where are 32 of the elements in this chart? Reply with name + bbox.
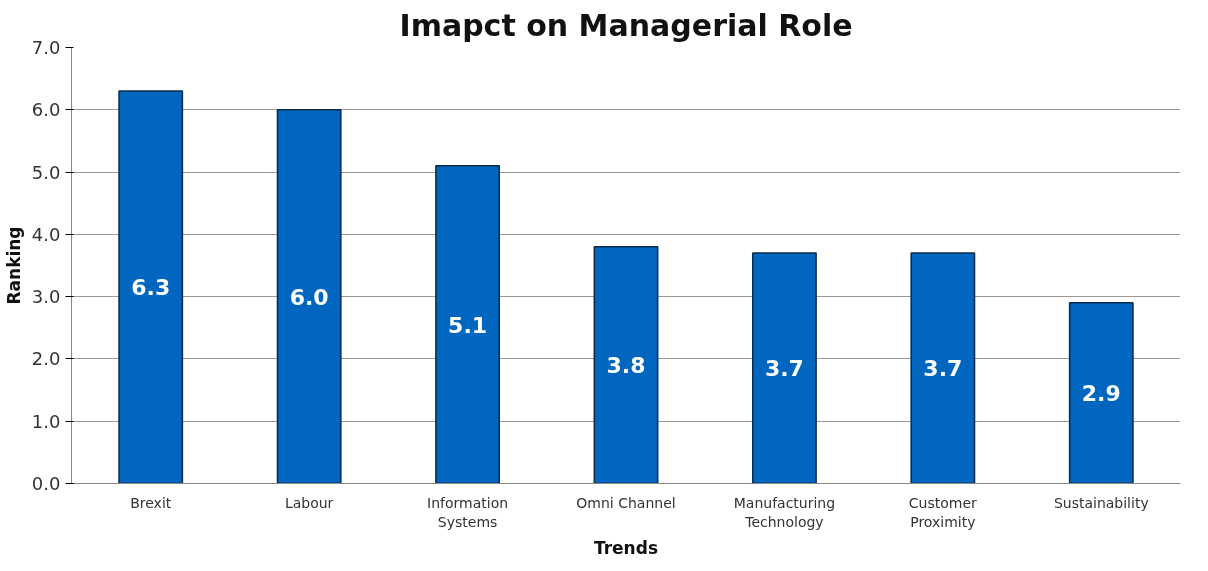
- x-tick-label: Manufacturing Technology: [733, 494, 836, 530]
- x-tick-label: Brexit: [130, 494, 172, 511]
- y-tick-label: 7.0: [31, 37, 61, 58]
- data-label: 2.9: [1081, 381, 1121, 407]
- y-tick-label: 1.0: [31, 410, 61, 432]
- data-label: 5.1: [448, 312, 488, 338]
- x-tick-label: Omni Channel: [576, 494, 676, 511]
- data-label: 3.8: [606, 353, 646, 379]
- bar: [276, 109, 342, 484]
- bar: [751, 252, 817, 484]
- y-tick-label: 2.0: [31, 348, 61, 370]
- bar: [593, 246, 659, 484]
- y-tick-label: 5.0: [31, 161, 61, 183]
- y-tick-label: 3.0: [31, 286, 61, 308]
- x-tick-label: Sustainability: [1053, 494, 1149, 511]
- y-tick-label: 4.0: [31, 223, 61, 245]
- bar: [1068, 302, 1134, 484]
- bar: [910, 252, 976, 484]
- data-label: 3.7: [764, 356, 804, 382]
- bar: [435, 165, 501, 484]
- y-tick-label: 6.0: [31, 99, 61, 121]
- chart-title: Imapct on Managerial Role: [399, 7, 853, 43]
- x-tick-label: Labour: [284, 494, 334, 511]
- x-axis-title: Trends: [593, 537, 659, 558]
- bar: [118, 90, 184, 484]
- y-axis-title: Ranking: [3, 226, 24, 305]
- y-tick-label: 0.0: [31, 473, 61, 494]
- data-label: 3.7: [923, 356, 963, 382]
- data-label: 6.0: [289, 284, 329, 310]
- x-tick-label: Customer Proximity: [908, 494, 978, 530]
- data-label: 6.3: [131, 275, 171, 301]
- x-tick-label: Information Systems: [427, 494, 509, 530]
